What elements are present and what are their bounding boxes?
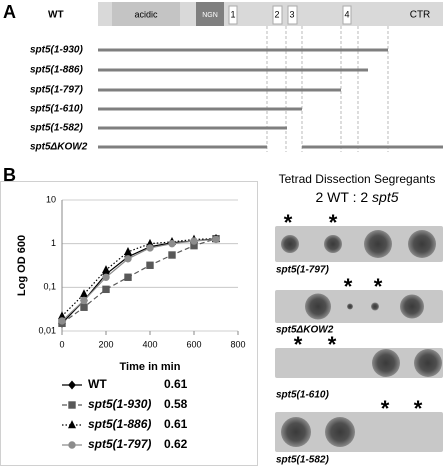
y-tick-label: 0,01 [38, 325, 56, 335]
acidic-domain [112, 2, 180, 26]
x-tick-label: 800 [230, 339, 245, 349]
colony [414, 349, 442, 377]
marker [80, 296, 88, 305]
marker [102, 273, 110, 281]
legend-label: WT [88, 377, 107, 391]
marker [146, 261, 154, 269]
kow-domain [287, 5, 298, 25]
plate-label: spt5(1-582) [276, 455, 329, 466]
kow-domain [342, 5, 352, 25]
colony [325, 417, 355, 447]
y-axis-label: Log OD 600 [16, 235, 28, 296]
colony [324, 235, 342, 253]
marker [102, 285, 110, 294]
y-tick-label: 1 [51, 238, 56, 248]
colony [364, 230, 392, 258]
legend-label: spt5(1-797) [88, 437, 151, 451]
plate [275, 412, 443, 452]
asterisk: * [381, 396, 390, 421]
growth-rate: 0.62 [164, 437, 188, 451]
plate-label: spt5ΔKOW2 [276, 325, 334, 336]
x-axis-label: Time in min [120, 361, 181, 373]
marker [79, 289, 89, 298]
panel-label: B [3, 165, 16, 185]
legend-marker [67, 420, 77, 429]
domain-label: 4 [344, 9, 349, 19]
marker [146, 244, 154, 252]
legend-marker [68, 401, 76, 409]
colony [281, 235, 299, 253]
growth-rate: 0.61 [164, 417, 188, 431]
asterisk: * [344, 274, 353, 299]
plate [275, 226, 443, 262]
ngn-domain [196, 2, 224, 26]
plate-label: spt5(1-797) [276, 265, 329, 276]
colony [305, 293, 331, 320]
marker [124, 255, 132, 263]
domain-label: CTR [410, 10, 431, 21]
marker [80, 303, 88, 311]
y-tick-label: 10 [46, 194, 56, 204]
subtitle-text: 2 WT : 2 [315, 189, 372, 205]
x-tick-label: 400 [142, 339, 157, 349]
asterisk: * [374, 274, 383, 299]
domain-label: 1 [230, 9, 235, 19]
asterisk: * [328, 332, 337, 357]
y-tick-label: 0,1 [43, 282, 56, 292]
legend-marker [68, 441, 76, 449]
marker [101, 265, 111, 274]
construct-label: spt5ΔKOW2 [30, 142, 88, 153]
x-tick-label: 0 [59, 339, 64, 349]
kow-domain [272, 5, 283, 25]
legend-label: spt5(1-930) [88, 397, 151, 411]
construct-label: spt5(1-582) [30, 123, 83, 134]
colony [281, 417, 311, 447]
asterisk: * [414, 396, 423, 421]
asterisk: * [284, 210, 293, 235]
colony [408, 230, 436, 258]
colony [400, 294, 424, 319]
x-tick-label: 600 [186, 339, 201, 349]
subtitle-italic: spt5 [372, 189, 399, 205]
plate [275, 348, 443, 378]
legend-marker [68, 380, 76, 390]
panel-label: A [3, 2, 16, 22]
colony [372, 349, 400, 377]
domain-label: 3 [289, 9, 294, 19]
construct-label: spt5(1-797) [30, 85, 83, 96]
marker [212, 235, 220, 244]
legend-label: spt5(1-886) [88, 417, 151, 431]
domain-label: acidic [134, 9, 158, 19]
colony [347, 303, 353, 310]
asterisk: * [329, 210, 338, 235]
tetrad-title: Tetrad Dissection Segregants [279, 172, 436, 186]
tetrad-subtitle: 2 WT : 2 spt5 [315, 189, 398, 205]
construct-label: spt5(1-886) [30, 65, 83, 76]
domain-label: NGN [202, 12, 218, 19]
asterisk: * [294, 332, 303, 357]
plate-label: spt5(1-610) [276, 390, 329, 401]
kow-domain [228, 5, 238, 25]
construct-label: spt5(1-610) [30, 104, 83, 115]
domain-label: 2 [274, 9, 279, 19]
x-tick-label: 200 [98, 339, 113, 349]
marker [58, 317, 66, 325]
marker [123, 247, 133, 256]
growth-rate: 0.58 [164, 397, 188, 411]
marker [190, 237, 198, 245]
growth-rate: 0.61 [164, 377, 188, 391]
construct-label: spt5(1-930) [30, 45, 83, 56]
marker [168, 251, 176, 259]
wt-label: WT [48, 10, 64, 21]
marker [168, 239, 176, 248]
marker [124, 273, 132, 281]
colony [371, 302, 379, 311]
